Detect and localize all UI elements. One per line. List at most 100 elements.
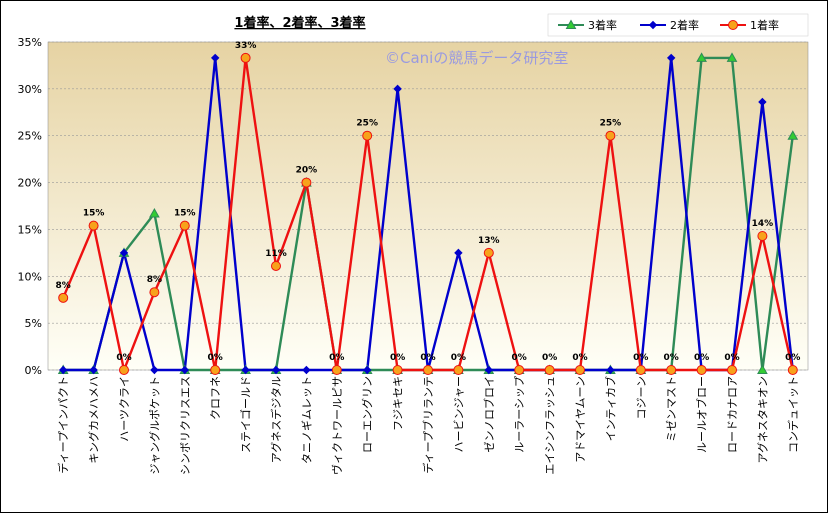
- circle-marker: [362, 130, 373, 141]
- y-tick-label: 30%: [18, 83, 42, 96]
- triangle-marker: [696, 52, 707, 62]
- x-tick-label: アグネスタキオン: [755, 376, 769, 463]
- x-tick-label: ディープインパクト: [56, 376, 70, 474]
- x-tick-label: ハーツクライ: [118, 376, 131, 442]
- x-tick-label: ジャングルポケット: [147, 376, 161, 474]
- data-label: 0%: [694, 353, 709, 363]
- diamond-marker: [180, 365, 190, 375]
- diamond-marker: [58, 365, 68, 375]
- diamond-marker: [454, 248, 463, 258]
- x-tick-label: ハービンジャー: [452, 376, 465, 452]
- circle-marker: [301, 177, 312, 188]
- data-label: 0%: [420, 353, 435, 363]
- x-tick-label: アドマイヤムーン: [574, 376, 587, 463]
- data-label: 0%: [116, 353, 131, 363]
- circle-marker: [210, 365, 221, 375]
- circle-marker: [544, 365, 555, 375]
- circle-marker: [635, 365, 646, 375]
- y-tick-label: 5%: [25, 317, 42, 330]
- data-label: 0%: [664, 353, 679, 363]
- series-markers: [57, 52, 799, 375]
- y-tick-label: 25%: [18, 130, 42, 143]
- x-tick-label: ディープブリランテ: [421, 376, 435, 474]
- x-tick-label: コンデュイット: [786, 376, 800, 453]
- legend-items: 3着率 2着率 1着率: [558, 18, 779, 32]
- data-label: 20%: [296, 166, 318, 176]
- data-label: 13%: [478, 236, 500, 246]
- x-tick-label: アグネスデジタル: [269, 376, 283, 463]
- triangle-marker: [726, 52, 738, 62]
- x-tick-label: シンボリクリスエス: [179, 376, 192, 475]
- diamond-marker: [271, 365, 281, 375]
- legend-box: [547, 13, 809, 37]
- x-tick-label: エイシンフラッシュ: [544, 376, 557, 475]
- circle-marker: [727, 365, 737, 375]
- data-labels: 8% 15% 0% 8% 15% 0% 33% 11% 20% 0% 25% 0% 0% 0% 13% 0% 0…: [56, 41, 801, 363]
- x-tick-label: ゼンノロブロイ: [482, 376, 496, 452]
- data-label: 0%: [208, 353, 223, 363]
- data-label: 15%: [83, 209, 105, 219]
- circle-marker: [88, 220, 99, 231]
- y-axis-ticks: 0% 5% 10% 15% 20% 25% 30% 35%: [18, 36, 42, 377]
- circle-marker: [149, 287, 160, 298]
- circle-marker: [240, 52, 251, 63]
- circle-marker: [392, 365, 403, 375]
- circle-marker: [423, 365, 433, 375]
- circle-marker: [666, 365, 677, 375]
- data-label: 0%: [542, 353, 557, 363]
- x-tick-label: ロードカナロア: [726, 376, 739, 453]
- diamond-marker: [393, 84, 402, 94]
- legend-label: 1着率: [750, 18, 779, 32]
- chart-title: 1着率、2着率、3着率: [234, 15, 365, 31]
- circle-marker: [757, 230, 768, 241]
- circle-marker: [605, 130, 616, 141]
- x-tick-label: ローエングリン: [360, 376, 374, 453]
- data-label: 14%: [752, 219, 774, 229]
- data-label: 8%: [147, 275, 162, 285]
- circle-marker: [575, 365, 585, 375]
- circle-marker: [58, 292, 69, 303]
- x-axis-ticks: ディープインパクト キングカメハメハ ハーツクライ ジャングルポケット シンボリクリスエ…: [56, 370, 800, 475]
- circle-marker: [514, 365, 525, 375]
- data-label: 25%: [356, 119, 378, 129]
- data-label: 0%: [451, 353, 466, 363]
- data-label: 0%: [572, 353, 587, 363]
- diamond-marker: [484, 365, 494, 375]
- y-tick-label: 0%: [25, 364, 42, 377]
- circle-marker: [119, 365, 129, 375]
- x-tick-label: インティカブ: [603, 376, 617, 441]
- data-label: 0%: [512, 353, 527, 363]
- data-label: 15%: [174, 209, 196, 219]
- x-tick-label: フジキセキ: [392, 376, 405, 431]
- legend: 3着率 2着率 1着率: [547, 13, 809, 37]
- x-tick-label: コジーン: [635, 376, 648, 419]
- circle-marker: [331, 365, 342, 375]
- x-tick-label: キングカメハメハ: [87, 376, 101, 464]
- x-tick-label: クロフネ: [209, 376, 222, 420]
- circle-marker: [728, 20, 738, 30]
- data-label: 25%: [600, 119, 622, 129]
- x-tick-label: ステイゴールド: [239, 376, 253, 453]
- watermark-text: ©Caniの競馬データ研究室: [385, 49, 568, 67]
- x-tick-label: ヴィクトワールピサ: [330, 376, 344, 475]
- triangle-marker: [787, 130, 799, 140]
- diamond-marker: [119, 248, 129, 258]
- diamond-marker: [89, 365, 98, 375]
- diamond-marker: [241, 365, 250, 375]
- data-label: 0%: [724, 353, 739, 363]
- legend-label: 2着率: [670, 18, 699, 32]
- circle-marker: [179, 220, 190, 231]
- y-tick-label: 10%: [18, 270, 42, 283]
- plot-area: [47, 41, 809, 371]
- x-tick-label: ルーラーシップ: [513, 376, 526, 453]
- triangle-marker: [565, 19, 577, 29]
- diamond-marker: [362, 365, 372, 375]
- x-tick-label: ルールオブロー: [695, 376, 709, 453]
- diamond-marker: [648, 20, 658, 30]
- diamond-marker: [758, 97, 767, 107]
- circle-marker: [787, 365, 798, 375]
- data-label: 0%: [633, 353, 648, 363]
- circle-marker: [696, 365, 707, 375]
